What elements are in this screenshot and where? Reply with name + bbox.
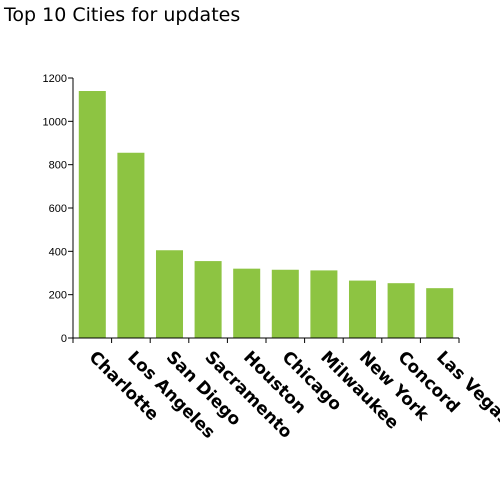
bar-san-diego xyxy=(155,250,184,338)
bar-concord xyxy=(387,283,415,338)
y-tick-label: 400 xyxy=(49,246,67,258)
bar-milwaukee xyxy=(310,270,338,338)
bars-group xyxy=(78,91,454,338)
chart-title: Top 10 Cities for updates xyxy=(4,4,241,26)
bar-houston xyxy=(233,268,261,338)
x-axis xyxy=(72,337,460,343)
y-tick-label: 0 xyxy=(61,333,67,345)
bar-charlotte xyxy=(78,91,106,338)
y-tick-label: 800 xyxy=(49,160,67,172)
bar-new-york xyxy=(348,280,377,338)
y-tick-label: 1000 xyxy=(43,116,67,128)
y-tick-label: 600 xyxy=(49,203,67,215)
bar-las-vegas xyxy=(426,288,454,338)
y-axis: 0 200 400 600 800 1000 1200 xyxy=(43,73,74,345)
y-tick-label: 200 xyxy=(49,290,67,302)
y-tick-label: 1200 xyxy=(43,73,67,85)
bar-chicago xyxy=(271,269,299,338)
bar-sacramento xyxy=(194,261,222,338)
bar-los-angeles xyxy=(117,152,145,338)
